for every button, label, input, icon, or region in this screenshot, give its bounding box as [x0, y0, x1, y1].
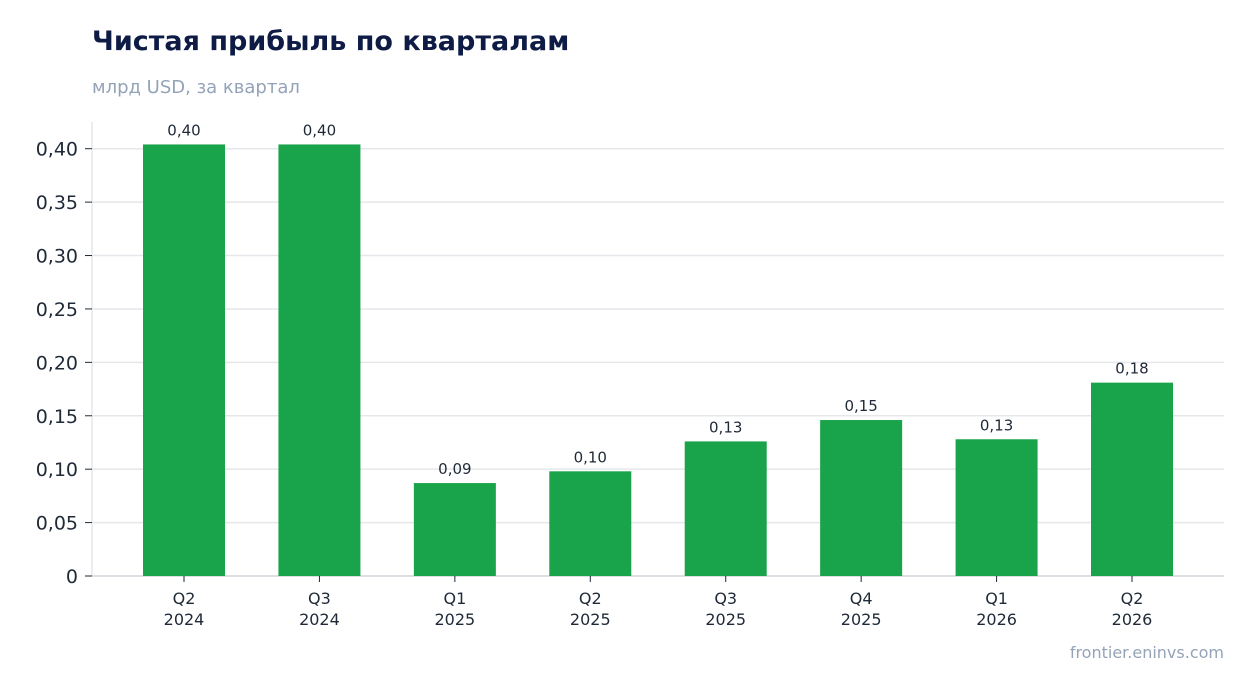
- x-tick-label-year: 2025: [570, 610, 611, 629]
- bar: [955, 439, 1038, 576]
- grid-lines: [92, 147, 1224, 524]
- bar-value-label: 0,13: [980, 416, 1013, 434]
- x-tick-label-quarter: Q2: [1121, 589, 1144, 608]
- bar: [820, 420, 903, 576]
- x-axis-ticks: Q2 2024 Q3 2024 Q1 2025 Q2 2025 Q3 2025 Q4 2025 Q1 20…: [164, 576, 1153, 629]
- x-tick-label-quarter: Q1: [985, 589, 1008, 608]
- source-credit: frontier.eninvs.com: [1069, 643, 1224, 662]
- x-tick-label-quarter: Q3: [714, 589, 737, 608]
- bar: [278, 144, 361, 577]
- y-tick-label: 0,20: [36, 352, 78, 374]
- axes: [91, 122, 1224, 577]
- y-tick-label: 0,30: [36, 246, 78, 268]
- x-tick-label-year: 2025: [435, 610, 476, 629]
- x-tick-label-year: 2025: [705, 610, 746, 629]
- bar-value-label: 0,40: [167, 121, 200, 139]
- x-tick-label-quarter: Q4: [850, 589, 873, 608]
- x-tick-label-quarter: Q2: [173, 589, 196, 608]
- x-tick-label-year: 2026: [1112, 610, 1153, 629]
- y-tick-label: 0,15: [36, 406, 78, 428]
- bar-value-label: 0,13: [709, 418, 742, 436]
- x-tick-label-year: 2024: [164, 610, 205, 629]
- bars: [143, 144, 1174, 577]
- y-tick-label: 0: [66, 566, 78, 588]
- y-tick-label: 0,35: [36, 192, 78, 214]
- bar: [143, 144, 225, 577]
- bar: [684, 441, 767, 576]
- bar: [549, 471, 632, 576]
- value-labels: 0,40 0,40 0,09 0,10 0,13 0,15 0,13 0,18: [167, 121, 1148, 478]
- y-axis-ticks: 0 0,05 0,10 0,15 0,20 0,25 0,30 0,35 0,40: [36, 139, 92, 588]
- x-tick-label-quarter: Q1: [443, 589, 466, 608]
- x-tick-label-year: 2024: [299, 610, 340, 629]
- bar-value-label: 0,10: [574, 448, 607, 466]
- y-tick-label: 0,40: [36, 139, 78, 161]
- x-tick-label-quarter: Q3: [308, 589, 331, 608]
- chart-subtitle: млрд USD, за квартал: [92, 77, 300, 98]
- x-tick-label-year: 2025: [841, 610, 882, 629]
- chart-title: Чистая прибыль по кварталам: [92, 26, 570, 57]
- x-tick-label-year: 2026: [976, 610, 1017, 629]
- bar-value-label: 0,40: [303, 121, 336, 139]
- bar-value-label: 0,09: [438, 460, 471, 478]
- bar-value-label: 0,18: [1115, 360, 1148, 378]
- bar: [413, 483, 496, 576]
- bar: [1091, 382, 1174, 576]
- y-tick-label: 0,05: [36, 513, 78, 535]
- y-tick-label: 0,25: [36, 299, 78, 321]
- x-tick-label-quarter: Q2: [579, 589, 602, 608]
- y-tick-label: 0,10: [36, 459, 78, 481]
- bar-value-label: 0,15: [844, 397, 877, 415]
